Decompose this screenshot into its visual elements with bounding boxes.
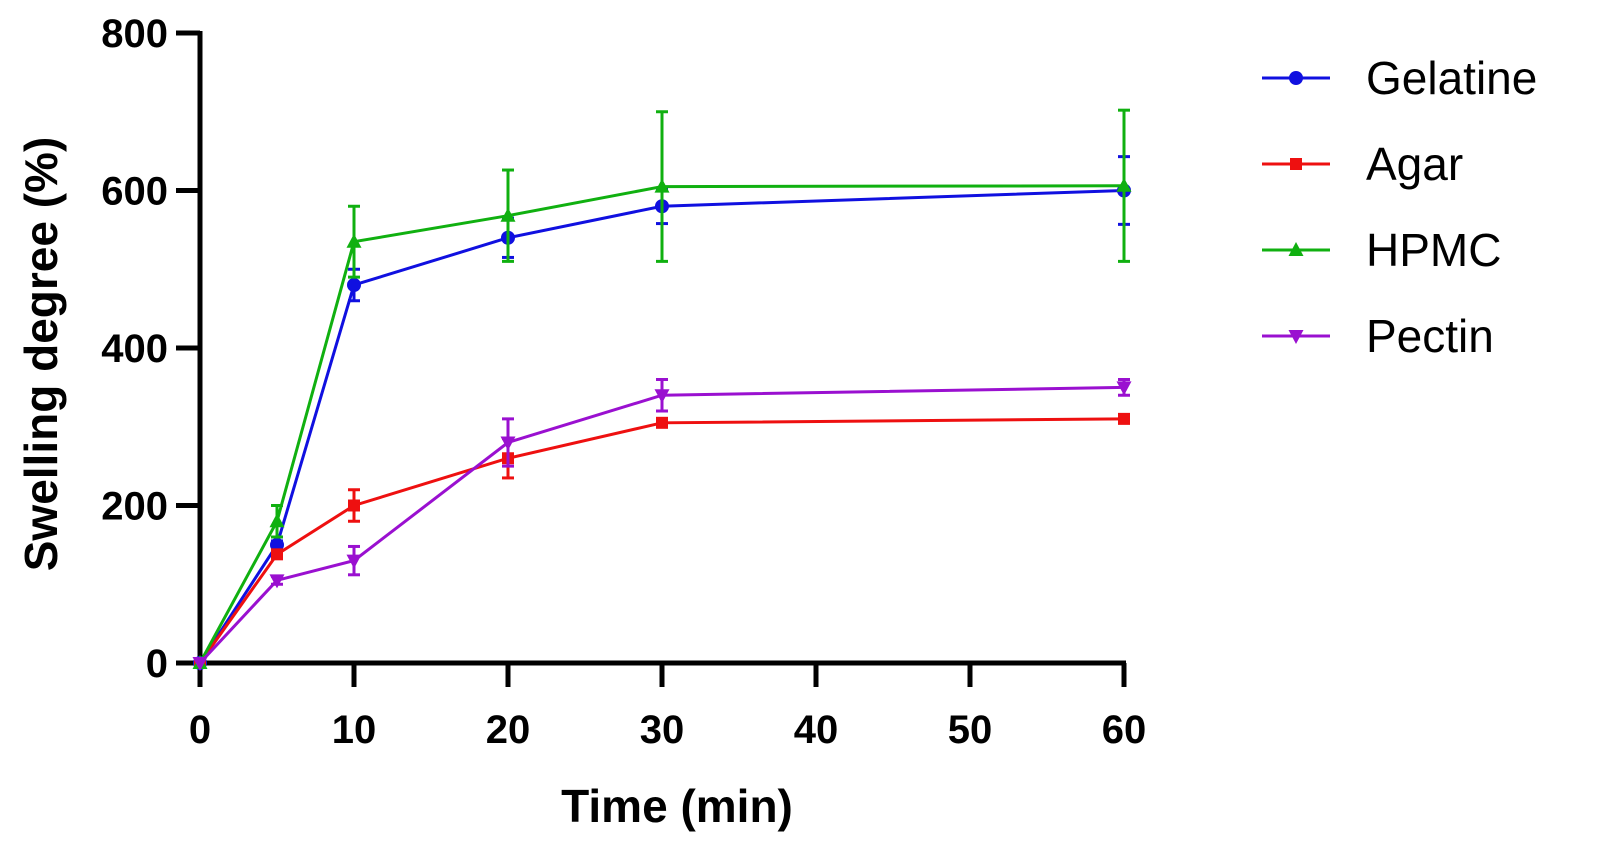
series-line [198,417,1125,664]
x-tick-label: 60 [1102,708,1147,752]
x-tick-label: 40 [794,708,839,752]
series-line [198,184,1125,664]
data-point [346,233,362,248]
legend-marker [1288,242,1304,256]
legend-item-hpmc: HPMC [1262,224,1501,276]
axes: 0 200 400 600 800 0 10 20 30 40 50 60 [101,12,1146,752]
legend-label: Pectin [1366,310,1494,362]
x-axis-title: Time (min) [561,780,793,832]
x-tick-label: 0 [189,708,211,752]
data-point [1116,381,1132,396]
x-tick-label: 30 [640,708,685,752]
data-point [192,657,208,671]
y-tick-label: 800 [101,12,168,56]
x-tick-label: 20 [486,708,531,752]
data-point [1116,177,1132,192]
y-axis-title: Swelling degree (%) [15,137,67,572]
x-tick-label: 50 [948,708,993,752]
data-point [269,574,285,589]
y-tick-label: 200 [101,485,168,529]
legend-label: Gelatine [1366,52,1537,104]
legend-marker [1290,158,1302,170]
legend-label: Agar [1366,138,1463,190]
series-line [198,189,1125,664]
series-pectin [192,378,1132,671]
data-point [269,513,285,528]
y-tick-label: 0 [146,642,168,686]
data-point [346,554,362,569]
legend-item-gelatine: Gelatine [1262,52,1537,104]
data-point [654,178,670,193]
data-point [1118,412,1130,425]
data-point [500,207,516,222]
series-agar [194,412,1130,669]
data-point [500,436,516,451]
data-point [656,416,668,429]
y-tick-label: 600 [101,170,168,214]
y-tick-label: 400 [101,327,168,371]
legend-item-agar: Agar [1262,138,1463,190]
data-point [348,499,360,512]
legend-marker [1288,330,1304,344]
legend-marker [1289,71,1303,85]
legend-item-pectin: Pectin [1262,310,1494,362]
data-point [347,278,361,292]
legend-label: HPMC [1366,224,1501,276]
data-point [654,389,670,404]
x-tick-label: 10 [332,708,377,752]
data-point [271,548,283,561]
legend: Gelatine Agar HPMC Pectin [1262,52,1537,362]
series-layer [192,108,1132,671]
series-line [198,385,1125,665]
